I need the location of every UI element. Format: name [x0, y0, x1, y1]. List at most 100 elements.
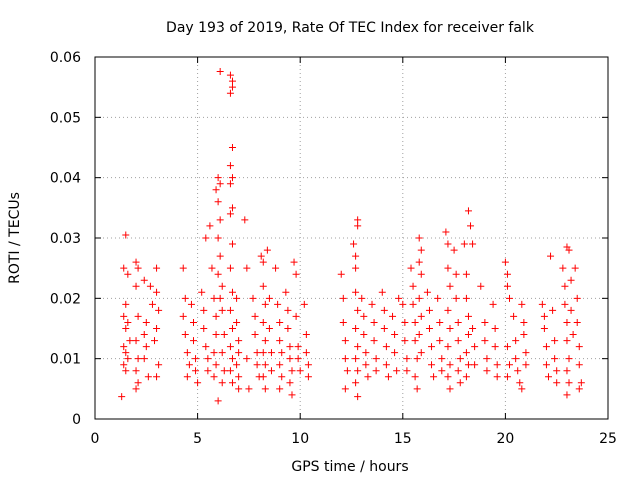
- data-point: [120, 343, 128, 351]
- data-point: [442, 228, 450, 236]
- data-point: [501, 258, 509, 266]
- data-point: [462, 349, 470, 357]
- x-tick-label: 20: [496, 431, 514, 447]
- data-point: [226, 89, 234, 97]
- data-point: [276, 318, 284, 326]
- data-point: [132, 385, 140, 393]
- data-point: [194, 379, 202, 387]
- data-point: [253, 361, 261, 369]
- y-tick-label: 0.01: [50, 352, 81, 368]
- data-point: [341, 337, 349, 345]
- data-point: [542, 361, 550, 369]
- data-point: [216, 180, 224, 188]
- y-tick-label: 0: [72, 412, 81, 428]
- data-point: [214, 198, 222, 206]
- chart-title: Day 193 of 2019, Rate Of TEC Index for r…: [166, 20, 535, 36]
- data-point: [134, 355, 142, 363]
- data-point: [181, 331, 189, 339]
- x-tick-label: 0: [91, 431, 100, 447]
- data-point: [571, 264, 579, 272]
- data-point: [411, 373, 419, 381]
- y-tick-label: 0.06: [50, 50, 81, 66]
- data-point: [446, 361, 454, 369]
- data-point: [399, 300, 407, 308]
- data-point: [226, 71, 234, 79]
- data-point: [540, 325, 548, 332]
- data-point: [251, 312, 259, 320]
- data-point: [259, 282, 267, 290]
- data-point: [228, 325, 236, 332]
- data-point: [276, 385, 284, 393]
- data-point: [259, 258, 267, 266]
- data-point: [549, 306, 557, 314]
- data-point: [341, 355, 349, 363]
- data-point: [354, 306, 362, 314]
- data-point: [567, 306, 575, 314]
- data-point: [120, 361, 128, 369]
- data-point: [577, 379, 585, 387]
- data-point: [198, 288, 206, 296]
- data-point: [288, 391, 296, 399]
- data-point: [518, 300, 526, 308]
- data-point: [352, 264, 360, 272]
- y-axis: 0 0.01 0.02 0.03 0.04 0.05 0.06: [50, 50, 608, 428]
- data-point: [493, 361, 501, 369]
- data-point: [218, 349, 226, 357]
- data-point: [124, 318, 132, 326]
- data-point: [413, 355, 421, 363]
- data-point: [140, 276, 148, 284]
- data-point: [563, 318, 571, 326]
- data-point: [228, 174, 236, 182]
- data-point: [226, 180, 234, 188]
- data-point: [370, 337, 378, 345]
- data-point: [263, 246, 271, 254]
- data-point: [183, 349, 191, 357]
- data-point: [228, 288, 236, 296]
- data-point: [142, 318, 150, 326]
- data-point: [503, 282, 511, 290]
- data-point: [514, 367, 522, 375]
- y-tick-label: 0.02: [50, 291, 81, 307]
- y-tick-label: 0.04: [50, 171, 81, 187]
- data-point: [235, 373, 243, 381]
- data-point: [226, 343, 234, 351]
- data-point: [257, 252, 265, 260]
- data-point: [202, 343, 210, 351]
- data-point: [302, 349, 310, 357]
- data-point: [228, 204, 236, 212]
- data-point: [434, 294, 442, 302]
- data-point: [512, 355, 520, 363]
- data-point: [290, 258, 298, 266]
- x-tick-label: 25: [599, 431, 617, 447]
- data-point: [241, 216, 249, 224]
- data-point: [122, 300, 130, 308]
- data-point: [411, 318, 419, 326]
- data-point: [245, 385, 253, 393]
- data-point: [551, 355, 559, 363]
- data-point: [516, 379, 524, 387]
- data-point: [286, 379, 294, 387]
- data-point: [253, 349, 261, 357]
- data-point: [153, 288, 161, 296]
- data-point: [462, 373, 470, 381]
- data-point: [438, 367, 446, 375]
- data-point: [401, 337, 409, 345]
- data-point: [140, 355, 148, 363]
- data-point: [553, 367, 561, 375]
- data-point: [214, 397, 222, 405]
- data-point: [292, 312, 300, 320]
- x-axis: 0 5 10 15 20 25: [91, 57, 617, 447]
- data-point: [491, 325, 499, 332]
- data-point: [563, 367, 571, 375]
- data-point: [218, 306, 226, 314]
- data-point: [352, 252, 360, 260]
- data-point: [210, 294, 218, 302]
- data-point: [428, 343, 436, 351]
- data-point: [212, 331, 220, 339]
- data-point: [124, 355, 132, 363]
- data-point: [259, 349, 267, 357]
- data-point: [389, 312, 397, 320]
- data-point: [294, 355, 302, 363]
- data-point: [436, 318, 444, 326]
- x-tick-label: 10: [291, 431, 309, 447]
